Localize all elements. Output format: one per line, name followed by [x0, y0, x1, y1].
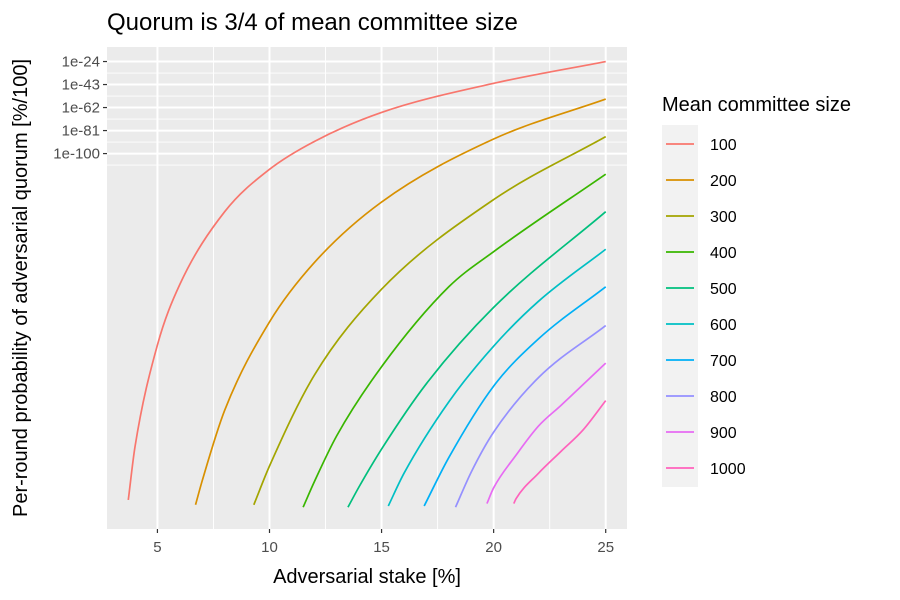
x-tick-label: 25: [597, 539, 614, 556]
series-group: [127, 60, 607, 508]
series-line-100: [127, 60, 606, 501]
legend-label-600: 600: [710, 317, 737, 334]
grid-major: [107, 47, 627, 529]
y-axis: 1e-24 1e-43 1e-62 1e-81 1e-100: [53, 54, 107, 163]
x-axis: 5 10 15 20 25: [153, 529, 614, 556]
legend-label-700: 700: [710, 353, 737, 370]
legend-title: Mean committee size: [662, 94, 851, 116]
legend-label-500: 500: [710, 281, 737, 298]
chart-title: Quorum is 3/4 of mean committee size: [107, 9, 518, 36]
series-line-500: [347, 211, 607, 508]
legend-label-800: 800: [710, 389, 737, 406]
series-line-600: [387, 248, 607, 507]
x-tick-label: 10: [261, 539, 278, 556]
series-line-400: [302, 173, 607, 508]
legend-label-100: 100: [710, 137, 737, 154]
legend-items: 100 200 300 400 500 600 700 800 900 1000: [666, 137, 746, 478]
x-tick-label: 15: [373, 539, 390, 556]
x-tick-label: 20: [485, 539, 502, 556]
series-line-900: [486, 362, 607, 504]
legend-label-1000: 1000: [710, 461, 746, 478]
y-tick-label: 1e-100: [53, 146, 100, 163]
y-tick-label: 1e-62: [62, 100, 100, 117]
legend: Mean committee size 100 200 300 400 500 600 70…: [662, 94, 851, 487]
plot-panel: [107, 47, 627, 529]
legend-label-300: 300: [710, 209, 737, 226]
y-axis-title: Per-round probability of adversarial quo…: [10, 59, 32, 517]
legend-key-background: [662, 125, 698, 487]
x-axis-title: Adversarial stake [%]: [273, 566, 461, 588]
y-tick-label: 1e-81: [62, 123, 100, 140]
series-line-300: [253, 135, 607, 506]
series-line-800: [454, 324, 607, 508]
x-tick-label: 5: [153, 539, 161, 556]
series-line-200: [194, 98, 606, 506]
legend-label-200: 200: [710, 173, 737, 190]
legend-label-900: 900: [710, 425, 737, 442]
legend-label-400: 400: [710, 245, 737, 262]
y-tick-label: 1e-43: [62, 77, 100, 94]
grid-minor: [107, 47, 627, 529]
y-tick-label: 1e-24: [62, 54, 100, 71]
series-line-1000: [513, 400, 607, 504]
series-line-700: [423, 286, 607, 507]
